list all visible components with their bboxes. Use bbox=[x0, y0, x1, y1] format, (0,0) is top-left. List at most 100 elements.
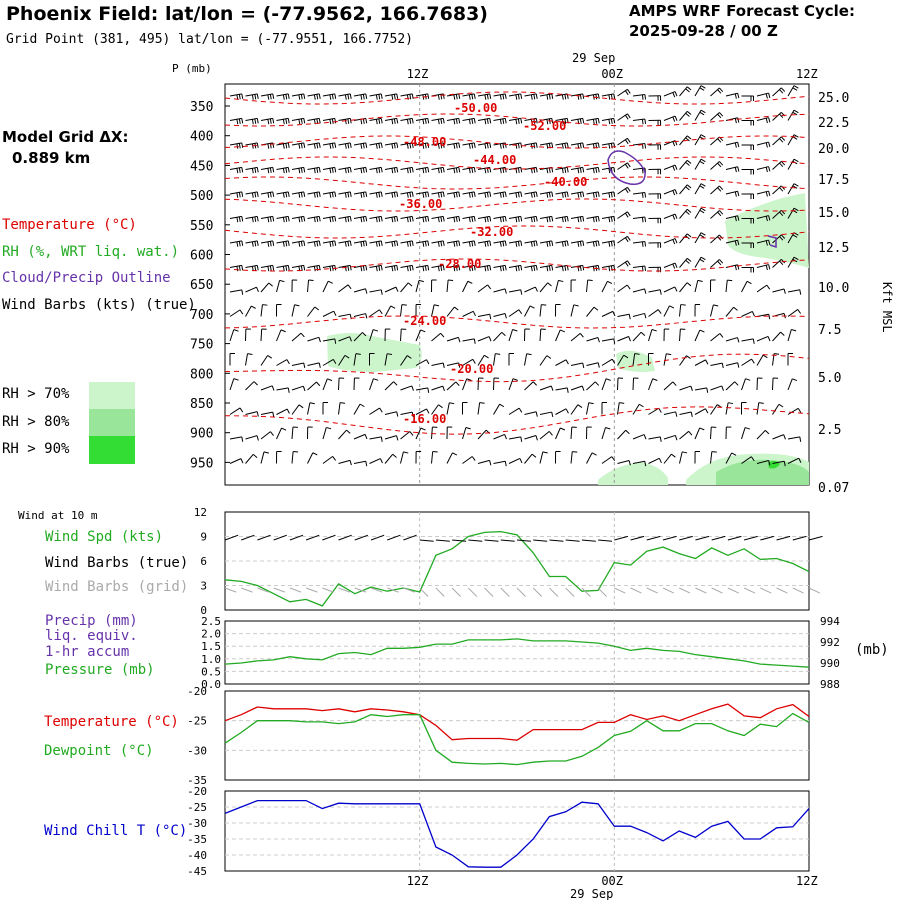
wind-barb bbox=[710, 304, 714, 317]
wind-barb-flag bbox=[685, 186, 690, 191]
temperature-tick-label: -20 bbox=[187, 685, 207, 698]
wind-barb-flag bbox=[269, 216, 272, 222]
wind-barb-flag bbox=[349, 240, 352, 246]
wind-barb bbox=[307, 336, 320, 342]
temperature-contour bbox=[224, 113, 810, 127]
wind-barb-flag bbox=[792, 87, 798, 91]
wind-barb-grid bbox=[257, 587, 269, 593]
wind-barb-flag bbox=[344, 94, 347, 100]
wind-barb-flag bbox=[686, 257, 692, 262]
wind-barb-flag bbox=[411, 167, 414, 173]
wind-barb bbox=[632, 312, 645, 317]
wind-barb-flag bbox=[238, 241, 241, 247]
wind-barb-flag bbox=[393, 216, 396, 222]
wind-barb-flag bbox=[272, 118, 275, 124]
wind-barb bbox=[663, 434, 676, 440]
wind-barb-flag bbox=[267, 355, 273, 359]
wind-barb-flag bbox=[453, 94, 456, 100]
wind-barb-flag bbox=[719, 112, 724, 117]
wind-barb-flag bbox=[409, 192, 412, 198]
dewpoint-line bbox=[224, 712, 810, 766]
wind-barb-flag bbox=[520, 240, 523, 246]
wind-barb-flag bbox=[533, 143, 536, 149]
wind-barb-flag bbox=[300, 118, 303, 124]
wind-barb bbox=[477, 377, 480, 391]
wind-barb bbox=[586, 452, 593, 464]
wind-barb-grid bbox=[289, 587, 302, 593]
pressure-tick-label: 350 bbox=[190, 100, 213, 115]
wind-barb-flag bbox=[520, 167, 523, 173]
wind-barb-flag bbox=[582, 93, 585, 99]
wind-barb-flag bbox=[518, 407, 523, 413]
wind-barb-flag bbox=[241, 436, 244, 442]
wind-barb bbox=[245, 381, 255, 391]
wind-barb-flag bbox=[520, 191, 523, 197]
wind-barb-flag bbox=[765, 191, 768, 197]
temperature-tick-label: -25 bbox=[187, 715, 207, 728]
wind-barb bbox=[229, 458, 242, 464]
wind-barb-flag bbox=[391, 192, 394, 198]
wind-barb bbox=[648, 378, 654, 391]
legend-cloud-outline: Cloud/Precip Outline bbox=[2, 270, 171, 286]
wind-barb-flag bbox=[256, 93, 259, 99]
wind-barb-flag bbox=[515, 266, 518, 272]
wind-barb-true bbox=[484, 539, 499, 542]
wind-barb bbox=[415, 329, 422, 342]
wind-barb-flag bbox=[313, 241, 316, 247]
wind-barb bbox=[601, 281, 608, 293]
wind-barb-flag bbox=[347, 284, 352, 290]
wind-barb-flag bbox=[597, 118, 600, 124]
wind-barb bbox=[617, 429, 627, 440]
wind-barb-flag bbox=[449, 402, 455, 405]
wind-barb-grid bbox=[484, 587, 494, 597]
wind-barb-true bbox=[500, 539, 515, 542]
wind-barb bbox=[307, 306, 316, 317]
wind-barb-flag bbox=[346, 429, 351, 434]
wind-barb-flag bbox=[717, 187, 722, 192]
wind-barb-true bbox=[387, 534, 401, 541]
wind-barb bbox=[353, 332, 363, 342]
wind-barb-flag bbox=[530, 217, 533, 223]
wind-barb-flag bbox=[717, 138, 722, 143]
wind-barb-flag bbox=[564, 167, 567, 173]
wind-barb-flag bbox=[582, 240, 585, 246]
wind-barb-flag bbox=[409, 167, 412, 173]
wind-barb-flag bbox=[719, 185, 724, 190]
wind-barb-flag bbox=[504, 461, 507, 467]
wind-barb-flag bbox=[442, 167, 445, 173]
wind-barb bbox=[586, 381, 596, 391]
wind-barb bbox=[555, 329, 561, 342]
wind-barb-flag bbox=[256, 411, 259, 417]
wind-barb-flag bbox=[551, 265, 554, 271]
wind-barb-flag bbox=[566, 191, 569, 197]
wind-barb-flag bbox=[455, 143, 458, 149]
wind-barb-flag bbox=[502, 241, 505, 247]
wind-barb-flag bbox=[390, 305, 396, 309]
wind-barb-flag bbox=[778, 403, 784, 408]
wind-barb bbox=[477, 313, 490, 317]
wind-barb-flag bbox=[634, 353, 640, 355]
wind-barb bbox=[353, 433, 366, 440]
wind-barb bbox=[384, 381, 394, 391]
wind-barb-flag bbox=[613, 216, 616, 222]
wind-barb-flag bbox=[375, 168, 378, 174]
wind-barb-flag bbox=[303, 118, 306, 124]
wind-barb-flag bbox=[579, 265, 582, 271]
wind-barb-flag bbox=[314, 306, 320, 311]
wind-barb-flag bbox=[411, 385, 414, 391]
wind-barb bbox=[570, 426, 573, 440]
wind-barb-grid bbox=[370, 587, 383, 593]
temperature-contour bbox=[224, 353, 810, 383]
wind-barb-flag bbox=[624, 90, 629, 96]
wind-barb bbox=[229, 378, 235, 391]
wind-barb-flag bbox=[313, 143, 316, 149]
wind-barb-flag bbox=[515, 217, 518, 223]
wind-barb-flag bbox=[686, 135, 692, 140]
wind-barb-flag bbox=[409, 216, 412, 222]
wind-barb-flag bbox=[468, 217, 471, 223]
wind-barb-flag bbox=[699, 185, 705, 189]
wind-barb-flag bbox=[424, 265, 427, 271]
wind-barb-flag bbox=[262, 304, 268, 306]
wind-barb-flag bbox=[624, 114, 629, 120]
wind-barb-flag bbox=[393, 381, 398, 386]
